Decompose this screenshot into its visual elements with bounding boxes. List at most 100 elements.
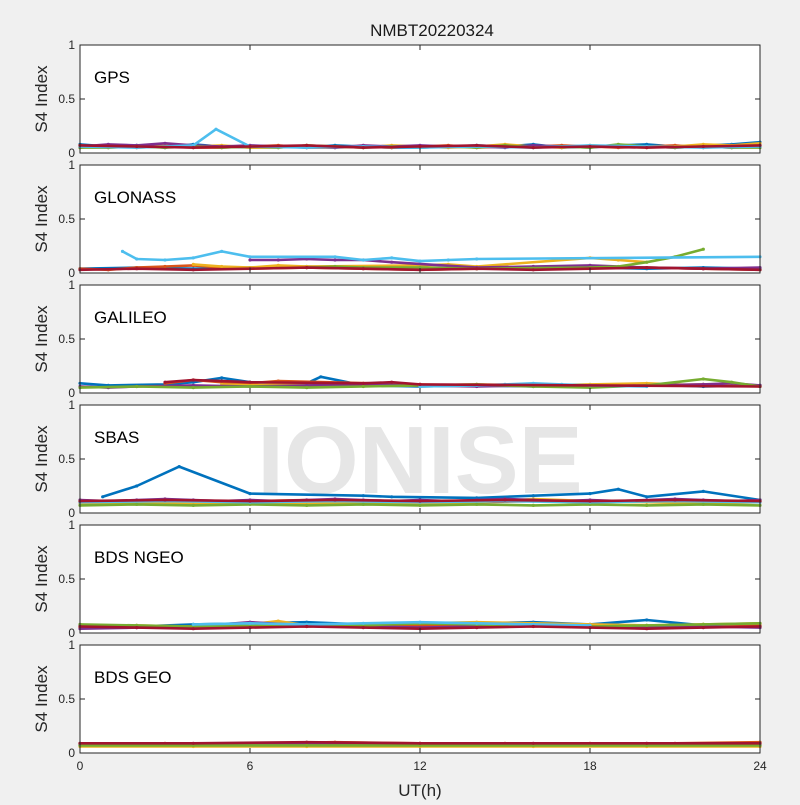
data-point [101,495,105,499]
data-point [588,386,592,390]
data-point [645,260,649,264]
data-point [191,627,195,631]
data-point [135,484,139,488]
data-point [220,264,224,269]
data-point [248,502,252,506]
data-point [361,502,365,506]
data-point [475,626,479,630]
data-point [191,256,195,260]
y-tick-label: 0.5 [58,692,75,706]
data-point [531,741,535,745]
data-point [163,264,167,269]
data-point [191,268,195,272]
panel-label-sbas: SBAS [94,428,139,447]
data-point [645,503,649,507]
panel-gps: GPS 0 0.5 1 S4 Index [32,38,762,160]
data-point [701,626,705,630]
y-tick-label: 0 [68,746,75,760]
data-point [333,498,337,502]
data-point [645,266,649,270]
chart-title: NMBT20220324 [370,21,494,40]
series-line-glonass-4 [306,247,704,270]
data-point [701,144,705,149]
data-point [418,144,422,149]
data-point [475,257,479,261]
data-point [191,503,195,507]
panel-bds-geo: BDS GEO 0 0.5 1 0 6 12 18 24 S4 Index [32,638,767,773]
data-point [191,143,195,147]
data-point [214,127,218,131]
data-point [446,258,450,262]
data-point [390,495,394,499]
data-point [588,263,592,267]
data-point [531,268,535,272]
data-point [475,143,479,147]
panel-label-gps: GPS [94,68,130,87]
y-tick-label: 0 [68,266,75,280]
data-point [730,380,734,384]
data-point [645,741,649,745]
series-line-galileo-6 [164,378,761,388]
data-point [701,622,705,627]
y-tick-label: 1 [68,518,75,532]
data-point [588,502,592,506]
data-point [248,144,252,149]
data-point [191,262,195,266]
y-tick-label: 1 [68,278,75,292]
data-point [645,627,649,631]
data-point [248,621,252,625]
panel-bds-ngeo: BDS NGEO 0 0.5 1 S4 Index [32,518,762,640]
data-point [276,619,280,623]
y-tick-label: 0.5 [58,332,75,346]
data-point [248,258,252,262]
data-point [588,144,592,149]
data-point [588,626,592,630]
data-point [220,379,224,383]
data-point [177,465,181,469]
data-point [701,377,705,381]
data-point [333,255,337,259]
data-point [248,255,252,259]
data-point [120,249,125,253]
data-point [701,247,705,251]
data-point [305,740,309,744]
data-point [191,378,195,382]
data-point [248,499,252,503]
data-point [418,259,422,263]
panel-label-bds-ngeo: BDS NGEO [94,548,184,567]
data-point [305,143,309,147]
data-point [333,258,337,262]
x-tick-label: 18 [583,759,597,773]
panel-label-galileo: GALILEO [94,308,167,327]
plot-area-galileo [80,285,760,393]
y-tick-label: 0 [68,626,75,640]
data-point [305,383,309,387]
plot-area-glonass [80,165,760,273]
data-point [701,502,705,506]
data-point [418,499,422,503]
data-point [418,266,422,270]
data-point [361,267,365,271]
plot-area-bds-geo [80,645,760,753]
data-point [248,380,252,384]
data-point [361,146,365,150]
y-axis-label: S4 Index [32,545,51,613]
data-point [361,621,365,625]
x-tick-label: 6 [247,759,254,773]
data-point [475,621,479,625]
data-point [645,495,649,499]
y-tick-label: 0.5 [58,452,75,466]
data-point [390,380,394,384]
data-point [531,146,535,150]
data-point [135,626,139,630]
data-point [305,503,309,507]
y-tick-label: 1 [68,638,75,652]
y-axis-label: S4 Index [32,305,51,373]
data-point [163,498,167,502]
data-point [361,626,365,630]
x-axis-label: UT(h) [398,781,441,800]
data-point [418,741,422,745]
plot-area-gps [80,45,760,153]
